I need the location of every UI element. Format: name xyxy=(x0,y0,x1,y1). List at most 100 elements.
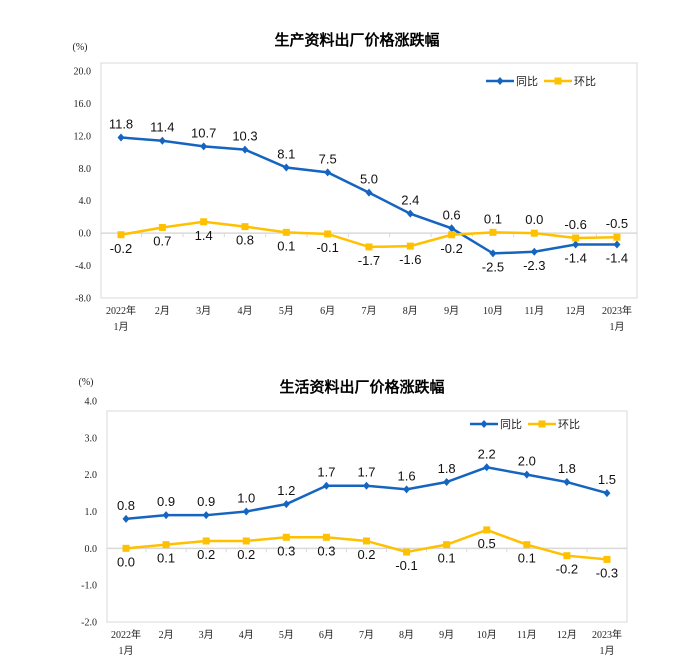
x-tick-label: 8月 xyxy=(399,629,414,641)
legend-marker xyxy=(496,77,504,85)
data-point xyxy=(362,481,370,490)
data-point xyxy=(523,541,531,549)
data-point xyxy=(324,168,332,177)
y-tick-label: 3.0 xyxy=(85,433,98,444)
y-tick-label: 4.0 xyxy=(85,397,98,408)
data-label: 0.0 xyxy=(117,554,135,569)
data-point xyxy=(572,240,580,249)
data-label: 0.1 xyxy=(157,551,175,566)
data-label: -0.6 xyxy=(564,217,586,232)
data-label: 1.6 xyxy=(398,468,416,483)
x-tick-label: 8月 xyxy=(403,305,418,317)
data-label: 1.8 xyxy=(438,461,456,476)
data-point xyxy=(443,541,451,549)
x-tick-label: 3月 xyxy=(196,305,211,317)
data-point xyxy=(158,223,166,231)
x-tick-label: 2022年 1月 xyxy=(106,304,136,333)
series-yoy: 0.8 0.9 0.9 1.0 1.2 1.7 1.7 1.6 1.8 2.2 2.0 1.8 1.5 xyxy=(117,446,616,523)
data-label: -0.3 xyxy=(596,565,618,580)
data-label: -0.2 xyxy=(110,241,132,256)
x-tick-label: 7月 xyxy=(361,305,376,317)
data-label: 0.2 xyxy=(197,547,215,562)
data-point xyxy=(200,218,208,226)
data-label: 2.0 xyxy=(518,454,536,469)
data-point xyxy=(117,231,125,239)
chart-1: 生产资料出厂价格涨跌幅 (%) 20.0 16.0 12.0 8.0 4.0 0.0 -4.0 -… xyxy=(73,31,638,333)
data-point xyxy=(483,526,491,534)
y-unit-label: (%) xyxy=(79,377,94,388)
data-point xyxy=(362,537,370,545)
x-tick-label: 9月 xyxy=(439,629,454,641)
data-label: 10.3 xyxy=(232,129,257,144)
x-tick-label: 7月 xyxy=(359,629,374,641)
data-point xyxy=(200,142,208,151)
data-label: 0.3 xyxy=(277,543,295,558)
data-label: 0.6 xyxy=(443,207,461,222)
plot-area xyxy=(100,62,638,299)
data-point xyxy=(613,240,621,249)
data-point xyxy=(282,500,290,509)
y-tick-label: 0.0 xyxy=(79,229,92,240)
y-tick-label: 1.0 xyxy=(85,507,98,518)
data-point xyxy=(448,224,456,233)
data-label: -0.2 xyxy=(556,562,578,577)
x-tick-label: 10月 xyxy=(477,629,497,641)
data-label: 2.4 xyxy=(401,193,419,208)
data-point xyxy=(282,163,290,172)
data-point xyxy=(162,511,170,520)
data-point xyxy=(242,507,250,516)
data-point xyxy=(365,188,373,197)
data-point xyxy=(242,537,250,545)
data-point xyxy=(603,489,611,498)
y-tick-label: -2.0 xyxy=(81,618,97,629)
data-label: 0.9 xyxy=(157,494,175,509)
chart-title: 生产资料出厂价格涨跌幅 xyxy=(274,31,439,49)
data-label: 5.0 xyxy=(360,172,378,187)
data-label: 0.8 xyxy=(236,233,254,248)
data-point xyxy=(202,537,210,545)
y-tick-label: 4.0 xyxy=(79,196,92,207)
data-point xyxy=(483,463,491,472)
data-label: 1.7 xyxy=(317,465,335,480)
y-tick-label: 0.0 xyxy=(85,544,98,555)
data-point xyxy=(406,242,414,250)
data-label: 0.1 xyxy=(484,211,502,226)
data-label: 0.7 xyxy=(153,233,171,248)
legend-label: 同比 xyxy=(500,418,522,431)
data-point xyxy=(406,209,414,218)
y-tick-label: -1.0 xyxy=(81,581,97,592)
x-tick-label: 2023年 1月 xyxy=(592,628,622,657)
data-point xyxy=(158,136,166,145)
data-label: -1.4 xyxy=(564,250,586,265)
data-point xyxy=(489,228,497,236)
data-label: -2.5 xyxy=(482,259,504,274)
y-tick-label: -4.0 xyxy=(75,261,91,272)
data-label: -1.6 xyxy=(399,252,421,267)
data-point xyxy=(489,249,497,258)
y-tick-label: 16.0 xyxy=(74,99,92,110)
data-label: 10.7 xyxy=(191,125,216,140)
x-tick-label: 4月 xyxy=(239,629,254,641)
data-label: 0.8 xyxy=(117,498,135,513)
x-tick-label: 2023年 1月 xyxy=(602,304,632,333)
data-point xyxy=(530,229,538,237)
data-point xyxy=(523,470,531,479)
data-label: -1.4 xyxy=(606,250,628,265)
data-label: 8.1 xyxy=(277,146,295,161)
data-label: 0.1 xyxy=(438,551,456,566)
data-point xyxy=(322,481,330,490)
x-tick-label: 2月 xyxy=(159,629,174,641)
legend-label: 环比 xyxy=(558,418,580,431)
x-tick-label: 5月 xyxy=(279,305,294,317)
data-point xyxy=(241,145,249,154)
data-point xyxy=(162,541,170,549)
data-point xyxy=(563,552,571,560)
chart-title: 生活资料出厂价格涨跌幅 xyxy=(279,378,444,396)
data-label: -0.5 xyxy=(606,216,628,231)
series-mom: -0.2 0.7 1.4 0.8 0.1 -0.1 -1.7 -1.6 -0.2 0.1 0.0 -0… xyxy=(110,211,628,268)
x-tick-label: 11月 xyxy=(524,305,544,317)
legend-label: 同比 xyxy=(516,75,538,88)
data-point xyxy=(403,485,411,494)
x-tick-label: 9月 xyxy=(444,305,459,317)
